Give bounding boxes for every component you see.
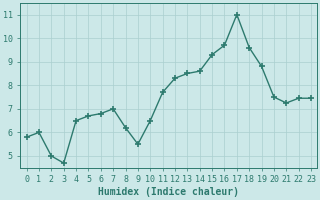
X-axis label: Humidex (Indice chaleur): Humidex (Indice chaleur) (98, 187, 239, 197)
